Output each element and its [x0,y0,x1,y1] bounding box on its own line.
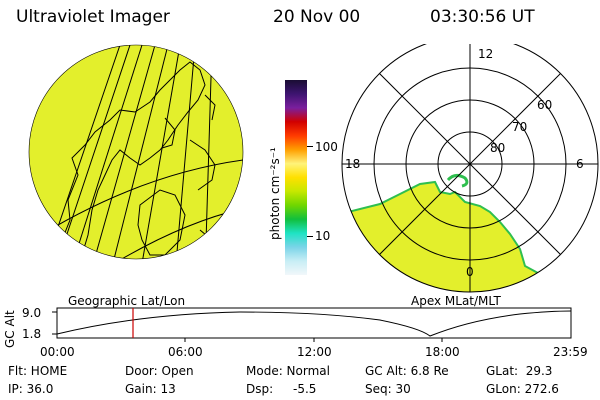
door-status: Door: Open [125,364,194,378]
colorbar-unit-label: photon cm⁻²s⁻¹ [268,147,282,240]
flight-status: Flt: HOME [8,364,68,378]
mlt-label-18: 18 [345,157,361,171]
time-tick-2359: 23:59 [553,345,588,359]
ip-status: IP: 36.0 [8,382,54,396]
altitude-ylabel: GC Alt [3,310,17,348]
mlat-label-70: 70 [512,120,528,134]
seq-status: Seq: 30 [365,382,411,396]
altitude-curve [56,310,572,337]
altitude-ytick-high: 9.0 [22,306,42,320]
gain-status: Gain: 13 [125,382,176,396]
glon-status: GLon: 272.6 [486,382,559,396]
mlat-label-60: 60 [537,98,553,112]
geographic-map-disk [29,45,243,259]
time-tick-0600: 06:00 [168,345,203,359]
dsp-value: -5.5 [293,382,317,396]
time-tick-0000: 00:00 [40,345,75,359]
mlt-label-0: 0 [466,265,474,279]
app-title: Ultraviolet Imager [16,7,170,27]
geographic-map [28,44,244,260]
dsp-label: Dsp: [246,382,274,396]
gc-alt-status: GC Alt: 6.8 Re [365,364,449,378]
left-map-label: Geographic Lat/Lon [68,294,186,308]
mlt-label-12: 12 [478,47,494,61]
glat-status: GLat: 29.3 [486,364,553,378]
time-tick-1200: 12:00 [297,345,332,359]
color-scale-bar [285,80,307,275]
colorbar-tick-100: 100 [315,140,338,154]
mode-status: Mode: Normal [246,364,330,378]
mlat-label-80: 80 [490,141,506,155]
auroral-oval [342,180,596,292]
polar-grid [341,44,599,293]
time-readout: 03:30:56 UT [430,7,535,27]
mlt-label-6: 6 [576,157,584,171]
date-readout: 20 Nov 00 [273,7,361,27]
altitude-plot [52,307,572,342]
time-tick-1800: 18:00 [425,345,460,359]
right-map-label: Apex MLat/MLT [411,294,501,308]
coastline-outline [57,61,216,259]
polar-map [341,44,599,293]
colorbar-tick-10: 10 [315,229,331,243]
altitude-ytick-low: 1.8 [22,327,42,341]
